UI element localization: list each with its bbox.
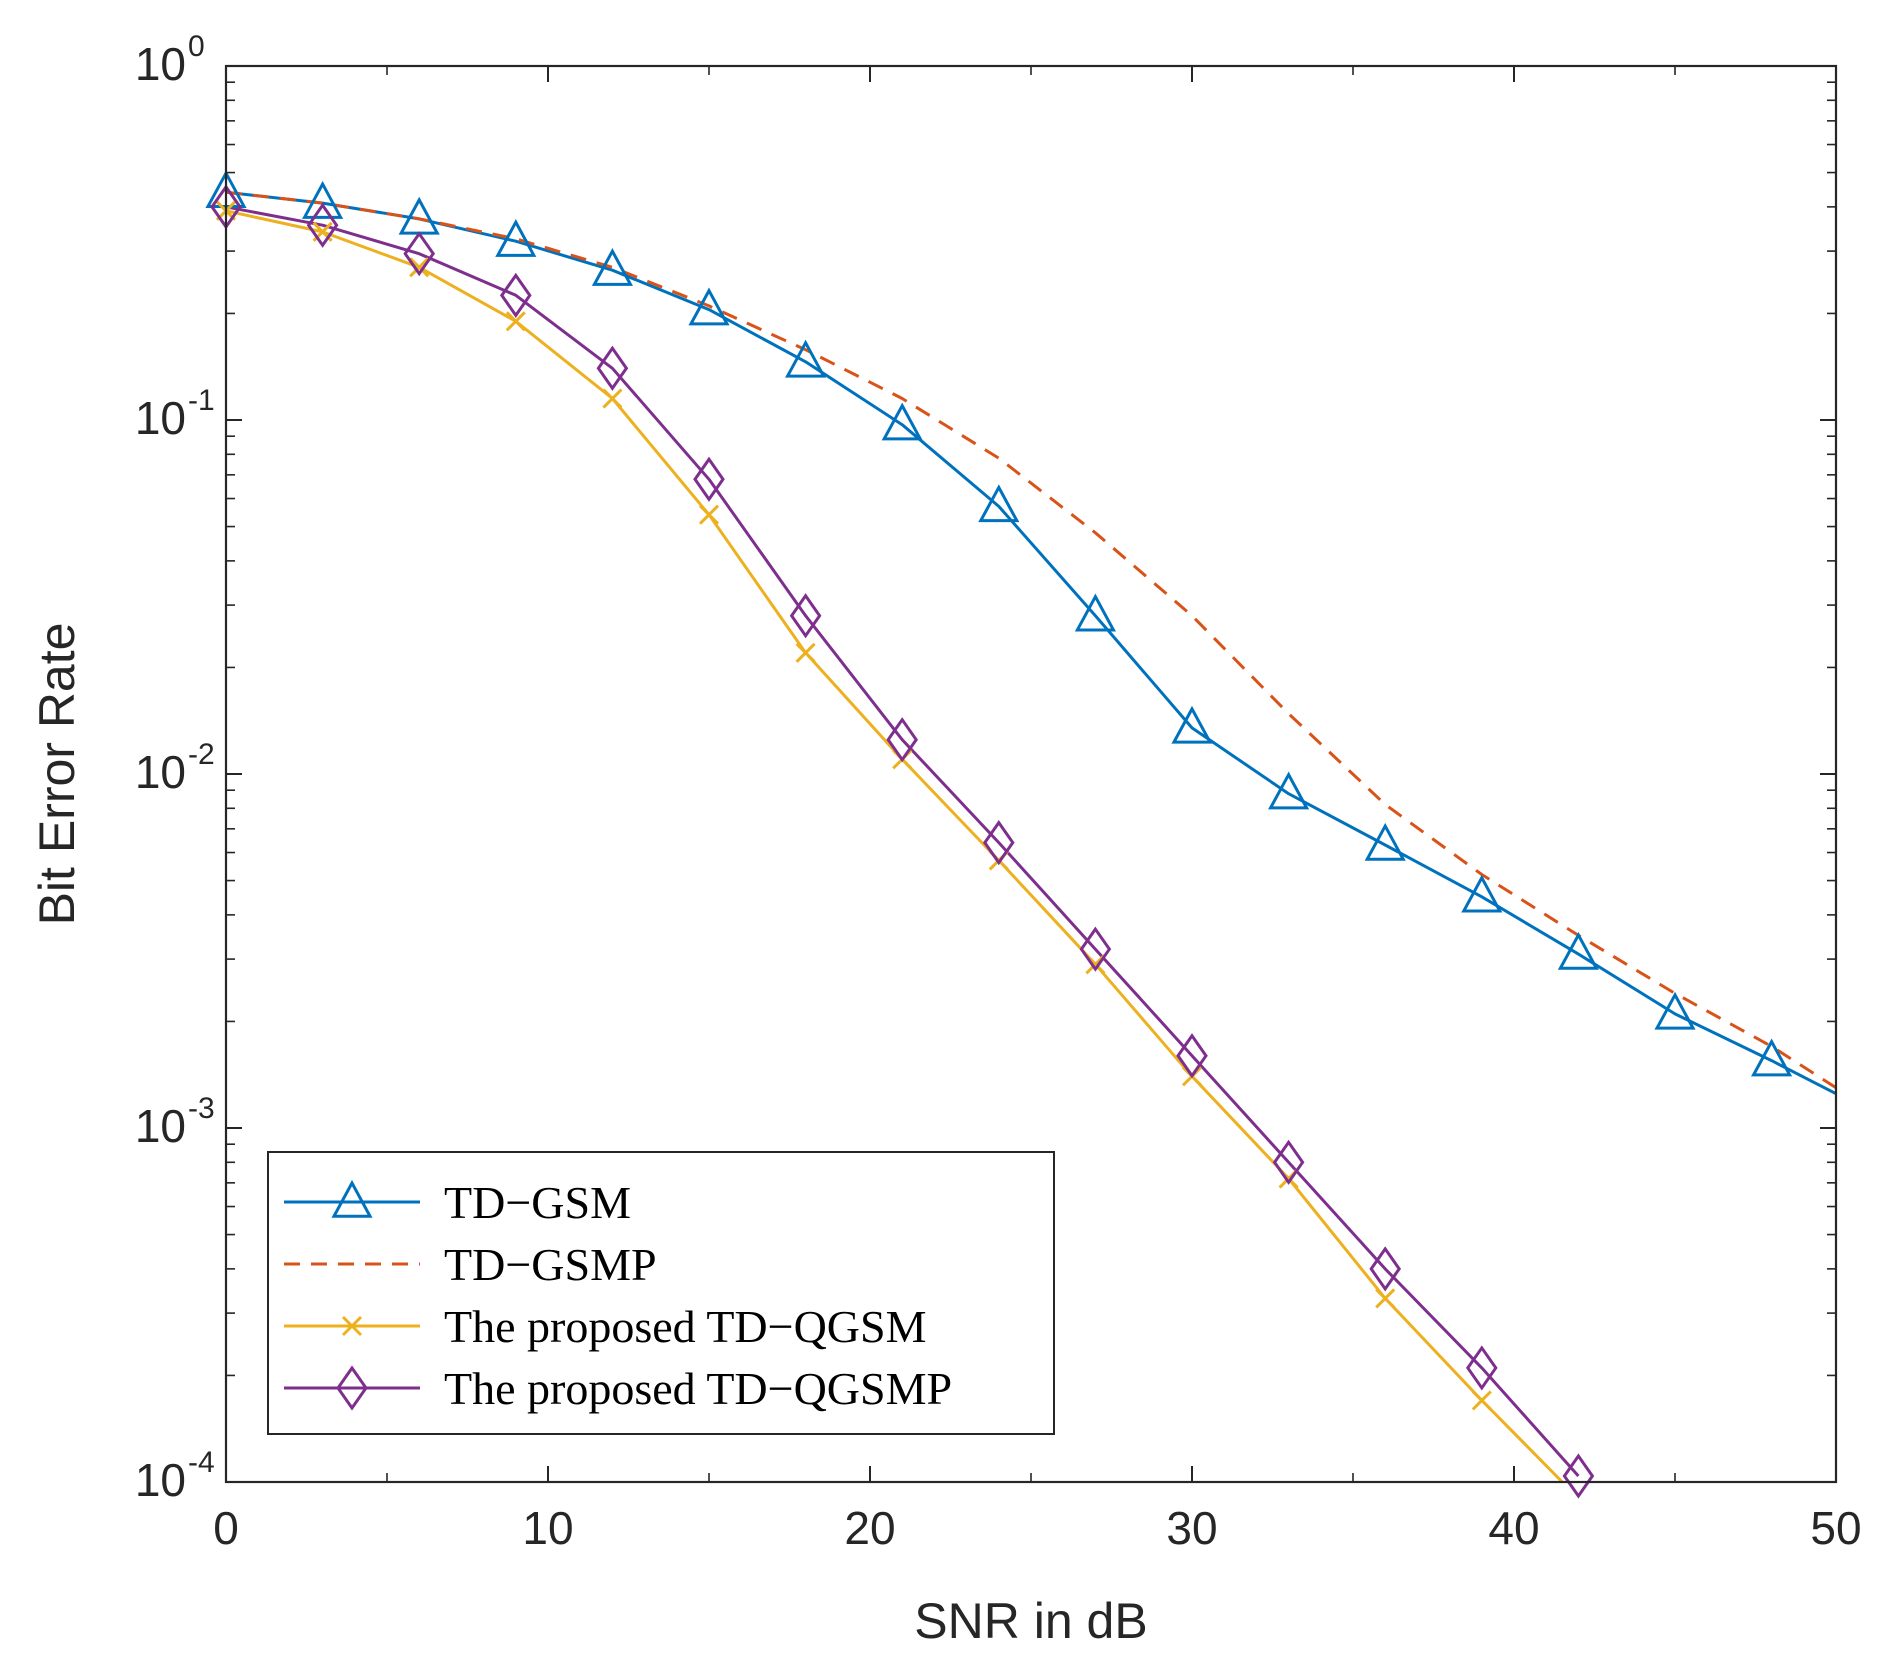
series-3-marker [499, 272, 532, 318]
series-0-marker [1364, 822, 1406, 861]
series-0-marker [1751, 1038, 1793, 1077]
series-0-marker [688, 287, 730, 326]
series-0-marker [1654, 991, 1696, 1030]
series-2-marker [698, 504, 720, 525]
series-0-marker [591, 248, 633, 286]
series-2-marker [795, 642, 816, 663]
series-3-marker [306, 202, 339, 248]
series-3-marker [693, 456, 725, 502]
series-3-marker [1176, 1033, 1208, 1079]
series-0-marker [1268, 771, 1310, 810]
x-tick-label: 40 [1488, 1502, 1539, 1554]
y-tick-label: 10 [135, 392, 186, 444]
y-tick-exponent: -4 [188, 1446, 215, 1479]
x-tick-label: 10 [522, 1502, 573, 1554]
y-tick-label: 10 [135, 1454, 186, 1506]
series-2-marker [1471, 1390, 1492, 1411]
series-3-marker [1272, 1139, 1305, 1185]
legend: TD−GSM TD−GSMP The proposed TD−QGSM The pro… [267, 1151, 1055, 1435]
series-3-marker [596, 345, 629, 391]
y-tick-label: 10 [135, 746, 186, 798]
series-0-marker [1171, 705, 1213, 744]
legend-label-2: The proposed TD−QGSM [444, 1301, 927, 1352]
series-3-marker [1562, 1453, 1595, 1499]
series-2-marker [505, 311, 526, 332]
y-tick-label: 10 [135, 38, 186, 90]
legend-marker-0 [331, 1179, 373, 1218]
series-2-marker [409, 257, 430, 278]
y-tick-exponent: -3 [188, 1092, 215, 1125]
y-tick-exponent: 0 [188, 30, 205, 63]
legend-marker-3 [336, 1365, 368, 1411]
y-tick-exponent: -2 [188, 738, 215, 771]
series-0-marker [881, 402, 923, 441]
plot-frame [224, 64, 1838, 1484]
series-3-marker [1369, 1246, 1402, 1292]
series-line-1 [226, 190, 1836, 1089]
series-3-marker [1079, 926, 1112, 972]
series-2-marker [1375, 1288, 1396, 1309]
y-tick-label: 10 [135, 1100, 186, 1152]
x-tick-label: 50 [1810, 1502, 1861, 1554]
y-tick-exponent: -1 [188, 384, 215, 417]
series-0-marker [495, 219, 537, 257]
legend-label-1: TD−GSMP [444, 1239, 657, 1290]
x-axis-label: SNR in dB [914, 1593, 1147, 1649]
series-3-marker [403, 231, 436, 277]
series-3-marker [982, 819, 1015, 866]
series-3-marker [886, 717, 919, 763]
series-0-marker [302, 180, 344, 219]
series-0-marker [1557, 931, 1599, 970]
series-0-marker [1074, 593, 1116, 632]
y-axis-label: Bit Error Rate [29, 623, 85, 926]
legend-marker-2 [341, 1315, 363, 1337]
series-2-marker [602, 388, 623, 409]
legend-label-3: The proposed TD−QGSMP [444, 1363, 952, 1414]
x-tick-label: 20 [844, 1502, 895, 1554]
series-line-3 [226, 205, 1580, 1477]
x-tick-labels: 0 10 20 30 40 50 [213, 1502, 1861, 1554]
series-3-marker [789, 593, 822, 639]
legend-label-0: TD−GSM [444, 1177, 631, 1228]
series-0-marker [1461, 874, 1503, 913]
x-tick-label: 0 [213, 1502, 239, 1554]
series-3-marker [1465, 1345, 1498, 1391]
series-0-marker [785, 339, 827, 378]
series-0-marker [978, 484, 1020, 523]
x-tick-label: 30 [1166, 1502, 1217, 1554]
